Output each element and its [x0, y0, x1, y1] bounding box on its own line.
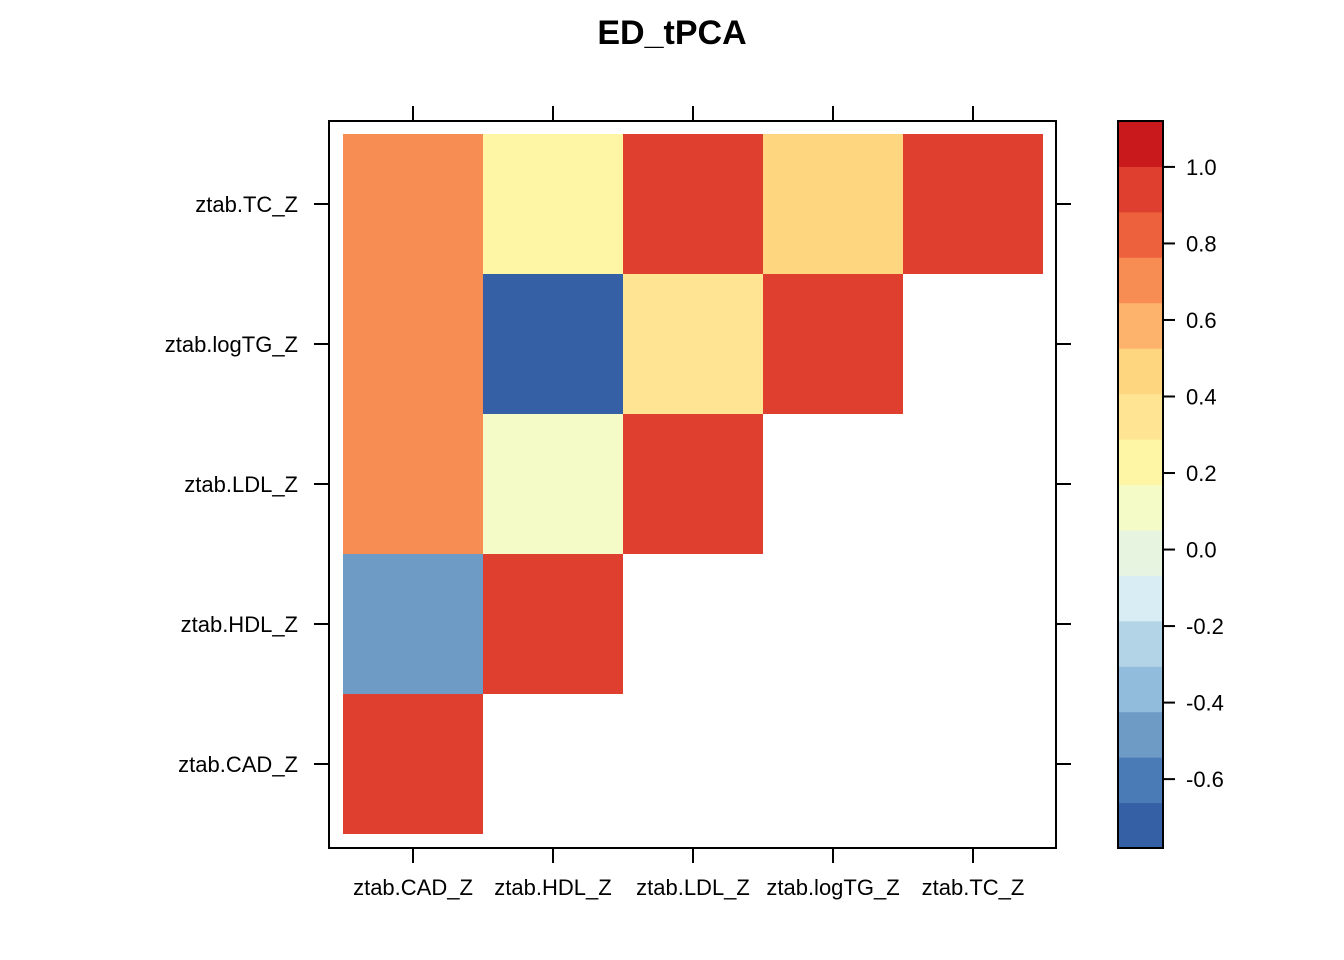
x-tick-label-ztab-logtg-z: ztab.logTG_Z: [766, 875, 899, 900]
colorbar: 1.0 0.8 0.6 0.4 0.2 0.0 -0.2 -0.4 -0.6: [1117, 120, 1224, 849]
x-tick-label-ztab-cad-z: ztab.CAD_Z: [353, 875, 473, 900]
heatmap-cell-ztab-cad-z-ztab-cad-z: [343, 694, 483, 834]
colorbar-bin-8: [1118, 439, 1163, 485]
colorbar-tick-label-3: 0.4: [1186, 384, 1217, 409]
colorbar-bin-7: [1118, 484, 1163, 531]
heatmap-cell-ztab-hdl-z-ztab-tc-z: [483, 134, 623, 274]
axis-labels: ztab.CAD_Z ztab.HDL_Z ztab.LDL_Z ztab.logTG…: [165, 192, 1025, 900]
colorbar-tick-label-4: 0.2: [1186, 461, 1217, 486]
colorbar-tick-label-2: 0.6: [1186, 308, 1217, 333]
colorbar-tick-label-5: 0.0: [1186, 538, 1217, 563]
x-tick-label-ztab-tc-z: ztab.TC_Z: [922, 875, 1025, 900]
y-tick-label-ztab-ldl-z: ztab.LDL_Z: [184, 472, 298, 497]
heatmap-cell-ztab-hdl-z-ztab-logtg-z: [483, 274, 623, 414]
colorbar-bin-10: [1118, 348, 1163, 395]
heatmap-cell-ztab-ldl-z-ztab-tc-z: [623, 134, 763, 274]
heatmap-cell-ztab-tc-z-ztab-tc-z: [903, 134, 1043, 274]
y-tick-label-ztab-tc-z: ztab.TC_Z: [195, 192, 298, 217]
heatmap-cell-ztab-cad-z-ztab-hdl-z: [343, 554, 483, 694]
colorbar-tick-label-7: -0.4: [1186, 691, 1224, 716]
colorbar-bin-11: [1118, 302, 1163, 349]
heatmap-cell-ztab-logtg-z-ztab-logtg-z: [763, 274, 903, 414]
heatmap-cell-ztab-hdl-z-ztab-hdl-z: [483, 554, 623, 694]
y-tick-label-ztab-logtg-z: ztab.logTG_Z: [165, 332, 298, 357]
colorbar-bin-14: [1118, 166, 1163, 213]
heatmap-cell-ztab-logtg-z-ztab-tc-z: [763, 134, 903, 274]
y-tick-label-ztab-hdl-z: ztab.HDL_Z: [181, 612, 298, 637]
colorbar-bin-4: [1118, 620, 1163, 667]
axis-ticks: [314, 106, 1071, 863]
colorbar-tick-label-1: 0.8: [1186, 231, 1217, 256]
heatmap-cell-ztab-ldl-z-ztab-logtg-z: [623, 274, 763, 414]
colorbar-tick-label-0: 1.0: [1186, 155, 1217, 180]
y-tick-label-ztab-cad-z: ztab.CAD_Z: [178, 752, 298, 777]
heatmap-cells: [343, 134, 1043, 834]
heatmap-cell-ztab-ldl-z-ztab-ldl-z: [623, 414, 763, 554]
heatmap-cell-ztab-cad-z-ztab-tc-z: [343, 134, 483, 274]
colorbar-bin-9: [1118, 393, 1163, 440]
heatmap-cell-ztab-cad-z-ztab-logtg-z: [343, 274, 483, 414]
colorbar-tick-label-6: -0.2: [1186, 614, 1224, 639]
heatmap-cell-ztab-cad-z-ztab-ldl-z: [343, 414, 483, 554]
x-tick-label-ztab-hdl-z: ztab.HDL_Z: [494, 875, 611, 900]
colorbar-bin-2: [1118, 711, 1163, 758]
chart-title: ED_tPCA: [597, 14, 746, 52]
colorbar-bin-6: [1118, 529, 1163, 576]
colorbar-bin-3: [1118, 666, 1163, 713]
heatmap-cell-ztab-hdl-z-ztab-ldl-z: [483, 414, 623, 554]
colorbar-bin-15: [1118, 121, 1163, 167]
colorbar-bin-13: [1118, 211, 1163, 258]
colorbar-bin-1: [1118, 757, 1163, 804]
colorbar-bin-5: [1118, 575, 1163, 622]
colorbar-tick-label-8: -0.6: [1186, 767, 1224, 792]
colorbar-bin-0: [1118, 802, 1163, 849]
colorbar-bin-12: [1118, 257, 1163, 304]
colorbar-frame: [1117, 120, 1164, 849]
x-tick-label-ztab-ldl-z: ztab.LDL_Z: [636, 875, 750, 900]
